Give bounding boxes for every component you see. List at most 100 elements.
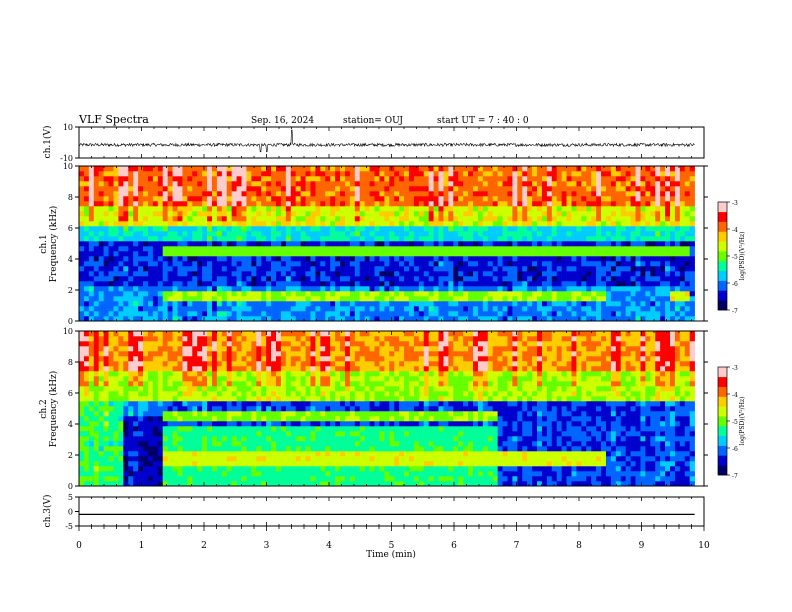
spectrogram-cell <box>655 216 661 222</box>
spectrogram-cell <box>463 276 469 282</box>
spectrogram-cell <box>645 231 651 237</box>
spectrogram-cell <box>162 456 168 462</box>
spectrogram-cell <box>246 256 252 262</box>
spectrogram-cell <box>325 206 331 212</box>
spectrogram-cell <box>98 186 104 192</box>
spectrogram-cell <box>394 201 400 207</box>
spectrogram-cell <box>625 251 631 257</box>
spectrogram-cell <box>123 346 129 352</box>
spectrogram-cell <box>596 261 602 267</box>
spectrogram-cell <box>276 166 282 172</box>
spectrogram-cell <box>610 216 617 222</box>
spectrogram-cell <box>344 171 351 177</box>
spectrogram-cell <box>517 201 523 207</box>
spectrogram-cell <box>413 166 420 172</box>
spectrogram-cell <box>172 356 178 362</box>
spectrogram-cell <box>152 226 159 232</box>
spectrogram-cell <box>128 266 134 272</box>
spectrogram-cell <box>241 331 247 337</box>
spectrogram-cell <box>541 231 548 237</box>
spectrogram-cell <box>256 226 262 232</box>
spectrogram-cell <box>231 391 237 397</box>
spectrogram-cell <box>98 216 104 222</box>
spectrogram-cell <box>502 236 508 242</box>
spectrogram-cell <box>571 316 577 322</box>
spectrogram-cell <box>79 481 85 487</box>
spectrogram-cell <box>79 261 85 267</box>
spectrogram-cell <box>147 441 154 447</box>
spectrogram-cell <box>379 181 385 187</box>
spectrogram-cell <box>374 301 380 307</box>
spectrogram-cell <box>187 221 193 227</box>
spectrogram-cell <box>566 186 572 192</box>
spectrogram-cell <box>108 431 114 437</box>
spectrogram-cell <box>128 401 134 407</box>
spectrogram-cell <box>482 166 489 172</box>
spectrogram-cell <box>221 341 228 347</box>
spectrogram-cell <box>98 241 104 247</box>
spectrogram-cell <box>497 206 503 212</box>
spectrogram-cell <box>655 271 661 277</box>
spectrogram-cell <box>231 371 237 377</box>
spectrogram-cell <box>143 171 149 177</box>
spectrogram-cell <box>182 331 188 337</box>
spectrogram-cell <box>404 221 410 227</box>
spectrogram-cell <box>477 286 484 292</box>
spectrogram-cell <box>596 311 602 317</box>
spectrogram-cell <box>271 316 277 322</box>
spectrogram-cell <box>670 221 676 227</box>
spectrogram-cell <box>443 271 449 277</box>
spectrogram-cell <box>340 306 346 312</box>
spectrogram-cell <box>128 216 134 222</box>
spectrogram-cell <box>118 401 124 407</box>
colorbar-swatch <box>718 290 727 301</box>
spectrogram-cell <box>394 301 400 307</box>
spectrogram-cell <box>162 231 168 237</box>
spectrogram-cell <box>438 311 444 317</box>
spectrogram-cell <box>487 206 493 212</box>
spectrogram-cell <box>192 241 198 247</box>
spectrogram-cell <box>551 241 558 247</box>
spectrogram-cell <box>172 216 178 222</box>
spectrogram-cell <box>487 166 493 172</box>
spectrogram-cell <box>566 191 572 197</box>
spectrogram-cell <box>147 446 154 452</box>
spectrogram-cell <box>453 226 459 232</box>
spectrogram-cell <box>389 251 395 257</box>
spectrogram-cell <box>674 186 681 192</box>
spectrogram-cell <box>438 301 444 307</box>
spectrogram-cell <box>684 181 690 187</box>
spectrogram-cell <box>541 211 548 217</box>
spectrogram-cell <box>226 316 232 322</box>
spectrogram-cell <box>88 176 95 182</box>
spectrogram-cell <box>285 301 292 307</box>
spectrogram-cell <box>610 211 617 217</box>
spectrogram-cell <box>138 196 144 202</box>
spectrogram-cell <box>143 396 149 402</box>
spectrogram-cell <box>379 296 385 302</box>
spectrogram-cell <box>423 261 429 267</box>
spectrogram-cell <box>241 266 247 272</box>
spectrogram-cell <box>408 201 415 207</box>
spectrogram-cell <box>364 191 370 197</box>
spectrogram-cell <box>359 176 365 182</box>
spectrogram-cell <box>83 166 90 172</box>
spectrogram-cell <box>162 376 168 382</box>
spectrogram-cell <box>423 316 429 322</box>
spectrogram-cell <box>541 266 548 272</box>
spectrogram-cell <box>207 441 213 447</box>
spectrogram-cell <box>369 301 375 307</box>
spectrogram-cell <box>645 216 651 222</box>
spectrogram-cell <box>133 331 139 337</box>
spectrogram-cell <box>408 286 415 292</box>
spectrogram-cell <box>601 301 607 307</box>
spectrogram-cell <box>231 456 237 462</box>
spectrogram-cell <box>157 221 164 227</box>
spectrogram-cell <box>108 246 114 252</box>
spectrogram-cell <box>123 356 129 362</box>
spectrogram-cell <box>251 306 257 312</box>
spectrogram-cell <box>650 316 656 322</box>
spectrogram-cell <box>546 191 553 197</box>
spectrogram-cell <box>216 281 223 287</box>
spectrogram-cell <box>349 281 356 287</box>
